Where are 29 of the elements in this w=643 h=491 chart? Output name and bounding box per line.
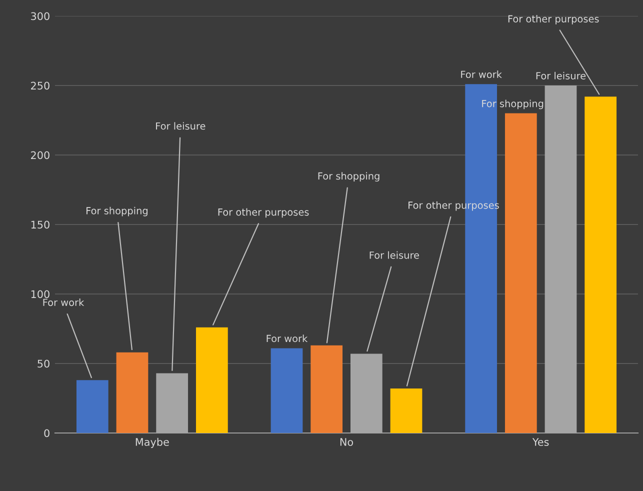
text: For shopping: [86, 206, 148, 216]
y-tick-label: 150: [31, 220, 50, 229]
y-tick-label: 300: [31, 12, 50, 20]
text: For shopping: [318, 172, 380, 182]
y-tick-label: 250: [31, 82, 50, 90]
text: For work: [461, 70, 502, 78]
x-tick-label: Maybe: [136, 438, 169, 448]
bar: [76, 380, 108, 433]
x-tick-label: No: [340, 438, 354, 446]
series-label: For work: [266, 334, 308, 342]
text: For work: [43, 298, 84, 306]
bar: [390, 388, 422, 433]
y-tick-label: 100: [31, 290, 50, 298]
series-label: For shopping: [482, 100, 544, 110]
x-tick-label: Yes: [532, 438, 549, 446]
bar: [504, 113, 537, 433]
y-tick-label: 200: [31, 151, 50, 160]
y-tick-label: 50: [38, 360, 50, 368]
text: For other purposes: [218, 208, 309, 218]
bar: [310, 345, 343, 433]
y-tick-label: 0: [44, 429, 50, 438]
text: For leisure: [156, 122, 206, 130]
series-label: For leisure: [536, 72, 586, 80]
bar: [584, 96, 617, 433]
bar: [196, 327, 228, 433]
bar: [270, 348, 303, 433]
text: For leisure: [370, 251, 420, 259]
text: For other purposes: [508, 14, 599, 24]
bar: [116, 352, 148, 433]
